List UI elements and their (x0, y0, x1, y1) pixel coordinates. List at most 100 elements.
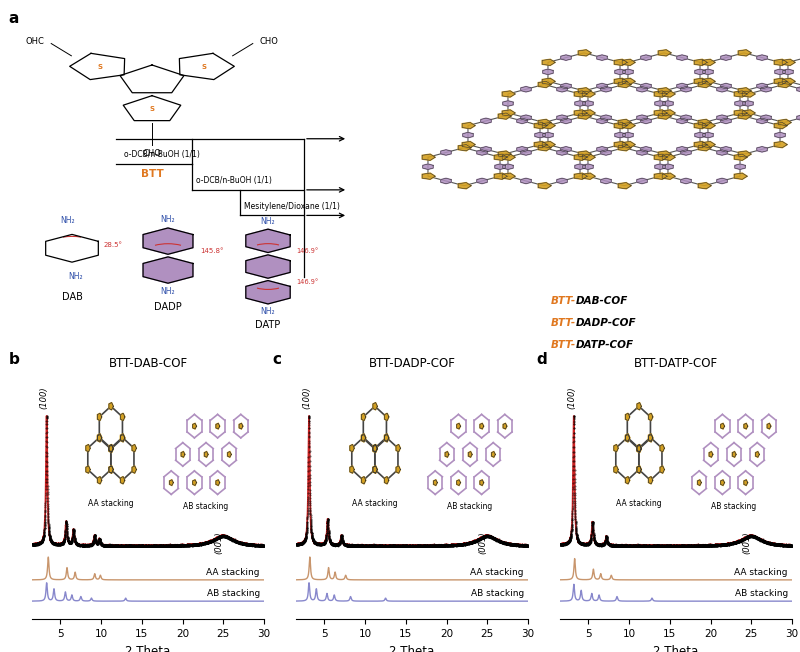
Polygon shape (597, 83, 607, 89)
Polygon shape (495, 164, 506, 170)
Polygon shape (502, 164, 513, 170)
Polygon shape (702, 123, 715, 128)
Text: DATP: DATP (255, 320, 281, 331)
Polygon shape (597, 118, 607, 124)
Polygon shape (582, 164, 593, 170)
Polygon shape (538, 119, 551, 126)
Text: Mesitylene/Dioxane (1/1): Mesitylene/Dioxane (1/1) (244, 201, 340, 211)
Polygon shape (582, 101, 593, 106)
Polygon shape (757, 83, 767, 89)
Polygon shape (658, 113, 671, 119)
Polygon shape (601, 115, 611, 121)
Text: (100): (100) (302, 387, 311, 409)
Polygon shape (542, 69, 553, 74)
Text: BTT-: BTT- (551, 340, 576, 350)
Polygon shape (422, 154, 435, 160)
Polygon shape (698, 82, 711, 87)
Polygon shape (481, 118, 491, 124)
Polygon shape (641, 118, 651, 124)
Polygon shape (761, 87, 771, 92)
Text: 146.9°: 146.9° (296, 248, 318, 254)
Polygon shape (774, 123, 787, 128)
Polygon shape (742, 101, 753, 106)
Polygon shape (521, 178, 531, 184)
Polygon shape (662, 91, 675, 97)
Polygon shape (738, 113, 751, 119)
Text: S: S (98, 63, 102, 70)
Polygon shape (502, 154, 515, 160)
Polygon shape (622, 69, 633, 74)
Text: NH₂: NH₂ (69, 272, 83, 281)
Polygon shape (735, 164, 746, 170)
Polygon shape (677, 147, 687, 152)
Polygon shape (618, 119, 631, 126)
Polygon shape (601, 150, 611, 155)
Polygon shape (578, 113, 591, 119)
Polygon shape (578, 50, 591, 56)
Text: 28.5°: 28.5° (104, 242, 123, 248)
Polygon shape (538, 145, 551, 151)
Polygon shape (622, 132, 633, 138)
Polygon shape (538, 183, 551, 189)
Polygon shape (246, 280, 290, 304)
Polygon shape (694, 59, 707, 65)
Polygon shape (681, 115, 691, 121)
Polygon shape (775, 69, 786, 74)
Text: (001): (001) (214, 531, 224, 554)
Polygon shape (641, 55, 651, 61)
Polygon shape (462, 141, 475, 148)
Text: NH₂: NH₂ (261, 308, 275, 316)
Polygon shape (618, 82, 631, 87)
Polygon shape (618, 183, 631, 189)
Polygon shape (143, 228, 193, 254)
Polygon shape (702, 78, 715, 85)
Polygon shape (702, 141, 715, 148)
Polygon shape (542, 141, 555, 148)
Polygon shape (654, 91, 667, 97)
Polygon shape (778, 119, 791, 126)
Polygon shape (738, 151, 751, 157)
Text: (100): (100) (40, 387, 49, 409)
Text: AA stacking: AA stacking (734, 568, 788, 577)
Polygon shape (574, 154, 587, 160)
Polygon shape (655, 101, 666, 106)
Polygon shape (521, 150, 531, 155)
Polygon shape (517, 118, 527, 124)
Polygon shape (654, 173, 667, 179)
Polygon shape (694, 123, 707, 128)
Text: AA stacking: AA stacking (470, 568, 524, 577)
Polygon shape (694, 141, 707, 148)
Polygon shape (734, 154, 747, 160)
Polygon shape (654, 154, 667, 160)
Polygon shape (702, 69, 713, 74)
X-axis label: 2 Theta: 2 Theta (126, 645, 170, 652)
Polygon shape (698, 183, 711, 189)
Polygon shape (702, 132, 713, 138)
Polygon shape (717, 178, 727, 184)
Polygon shape (797, 115, 800, 121)
Text: (001): (001) (742, 531, 752, 554)
Text: S: S (202, 63, 206, 70)
Polygon shape (721, 55, 731, 61)
Polygon shape (502, 173, 515, 179)
Polygon shape (557, 150, 567, 155)
Polygon shape (681, 178, 691, 184)
Polygon shape (477, 178, 487, 184)
Text: d: d (537, 351, 547, 366)
Polygon shape (695, 132, 706, 138)
Text: c: c (273, 351, 282, 366)
Text: 146.9°: 146.9° (296, 278, 318, 285)
Text: AB stacking: AB stacking (470, 589, 524, 598)
Polygon shape (662, 164, 673, 170)
Polygon shape (637, 150, 647, 155)
Polygon shape (502, 101, 513, 106)
Polygon shape (574, 173, 587, 179)
Polygon shape (582, 110, 595, 116)
Polygon shape (557, 87, 567, 92)
Text: AB stacking: AB stacking (206, 589, 260, 598)
X-axis label: 2 Theta: 2 Theta (390, 645, 434, 652)
Text: DATP-COF: DATP-COF (576, 340, 634, 350)
Polygon shape (738, 88, 751, 94)
Text: a: a (8, 11, 18, 26)
Polygon shape (601, 178, 611, 184)
